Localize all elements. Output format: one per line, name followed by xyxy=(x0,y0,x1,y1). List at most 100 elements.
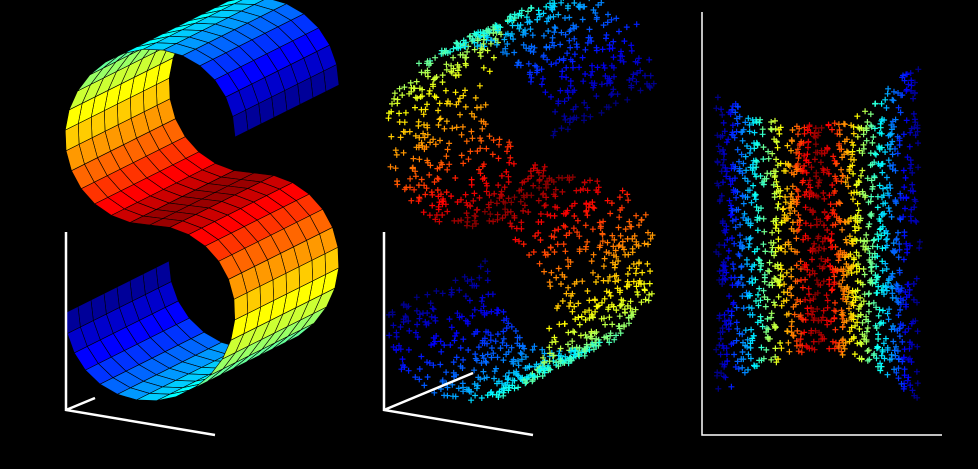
point xyxy=(510,160,517,167)
point xyxy=(477,104,484,111)
point xyxy=(503,351,510,358)
point xyxy=(798,168,804,174)
point xyxy=(720,162,726,168)
point xyxy=(526,252,533,258)
point xyxy=(733,304,740,311)
point xyxy=(851,256,858,263)
point xyxy=(835,343,842,350)
point xyxy=(850,196,856,203)
axes xyxy=(701,12,942,436)
point xyxy=(826,345,833,352)
point xyxy=(908,82,915,89)
point xyxy=(475,344,482,351)
point xyxy=(766,335,773,342)
point xyxy=(768,314,775,321)
point xyxy=(763,325,770,332)
point xyxy=(449,125,456,132)
point xyxy=(817,218,824,225)
point xyxy=(784,142,791,149)
point xyxy=(394,100,401,107)
point xyxy=(548,93,554,100)
point xyxy=(801,130,808,137)
point xyxy=(894,348,901,354)
point xyxy=(888,126,895,133)
point xyxy=(453,354,460,361)
point xyxy=(550,178,557,185)
point xyxy=(904,249,911,256)
point xyxy=(429,305,436,312)
point xyxy=(768,126,775,133)
point xyxy=(906,242,913,249)
point xyxy=(520,241,527,248)
point xyxy=(739,282,746,289)
point xyxy=(839,323,846,330)
point xyxy=(835,257,842,264)
point xyxy=(586,297,593,304)
point xyxy=(633,78,640,85)
point xyxy=(508,17,515,24)
point xyxy=(832,160,839,167)
point xyxy=(432,141,439,148)
point xyxy=(768,119,775,125)
point xyxy=(788,137,795,144)
point xyxy=(559,298,566,304)
point xyxy=(826,281,833,288)
point xyxy=(610,64,617,71)
point xyxy=(836,146,843,153)
point xyxy=(824,146,831,153)
point xyxy=(899,338,906,345)
point xyxy=(522,380,529,387)
point xyxy=(859,188,866,195)
point xyxy=(526,364,533,371)
point xyxy=(907,165,914,172)
point xyxy=(454,61,461,68)
point xyxy=(725,307,732,314)
point xyxy=(462,293,469,300)
point xyxy=(431,340,438,347)
point xyxy=(878,117,885,124)
point xyxy=(896,241,903,247)
point xyxy=(877,360,884,367)
point xyxy=(889,294,896,301)
point xyxy=(884,371,891,378)
point xyxy=(878,100,885,107)
point xyxy=(604,197,611,204)
point xyxy=(903,117,910,124)
point xyxy=(720,156,727,163)
point xyxy=(780,205,787,212)
point xyxy=(539,346,546,353)
point xyxy=(902,174,909,181)
point xyxy=(817,282,824,288)
point xyxy=(565,341,571,348)
point xyxy=(405,346,412,353)
point xyxy=(803,157,810,163)
point xyxy=(743,256,750,263)
point xyxy=(788,284,795,290)
point xyxy=(615,243,622,250)
point xyxy=(815,317,822,324)
point xyxy=(813,169,820,176)
point xyxy=(751,171,758,177)
point xyxy=(556,56,563,63)
point xyxy=(901,232,908,239)
point xyxy=(416,85,423,92)
point xyxy=(507,32,514,39)
point xyxy=(465,156,472,163)
point xyxy=(503,342,510,349)
point xyxy=(772,168,779,175)
point xyxy=(546,325,553,332)
point xyxy=(783,311,790,318)
point xyxy=(749,280,756,286)
point xyxy=(548,61,555,68)
point xyxy=(723,321,730,328)
point xyxy=(903,71,910,78)
point xyxy=(908,359,915,365)
point xyxy=(801,329,808,336)
point xyxy=(517,198,524,205)
point xyxy=(849,139,855,146)
point xyxy=(753,204,760,210)
point xyxy=(743,167,750,174)
point xyxy=(455,98,462,105)
point xyxy=(504,148,510,155)
point xyxy=(861,271,868,278)
